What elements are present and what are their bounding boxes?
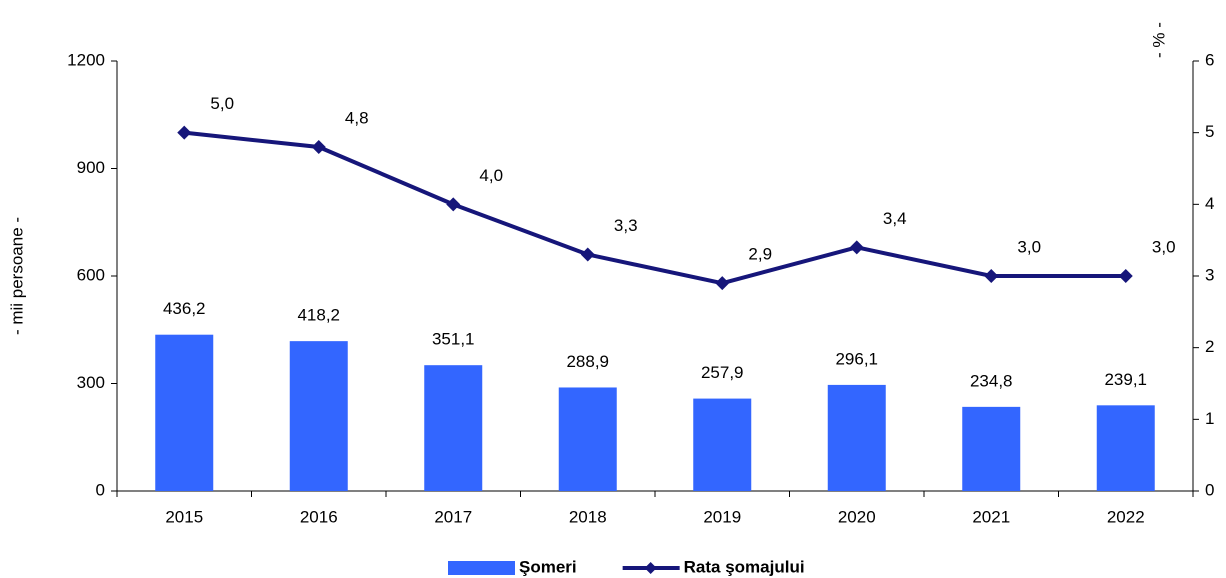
line-value-label: 4,0	[479, 166, 503, 185]
line-marker	[984, 269, 999, 283]
legend-swatch	[448, 561, 515, 575]
line-value-label: 3,3	[614, 216, 638, 235]
line-marker	[849, 240, 864, 255]
y2-tick-label: 2	[1205, 337, 1214, 356]
bar-value-label: 257,9	[701, 363, 744, 382]
y2-tick-label: 6	[1205, 50, 1214, 69]
x-tick-label: 2016	[300, 507, 338, 526]
x-tick-label: 2017	[434, 507, 472, 526]
bar	[1096, 405, 1155, 491]
line-value-label: 4,8	[345, 108, 369, 127]
legend-label: Şomeri	[519, 557, 577, 576]
x-tick-label: 2018	[569, 507, 607, 526]
y2-tick-label: 1	[1205, 409, 1214, 428]
y2-tick-label: 3	[1205, 265, 1214, 284]
bar-value-label: 239,1	[1104, 370, 1147, 389]
y-tick-label: 300	[77, 373, 105, 392]
line-value-label: 3,4	[883, 209, 907, 228]
line-value-label: 3,0	[1152, 237, 1176, 256]
y-tick-label: 900	[77, 158, 105, 177]
x-tick-label: 2020	[838, 507, 876, 526]
bar	[693, 398, 752, 491]
line-marker	[580, 247, 595, 262]
bar	[424, 365, 483, 491]
bar-value-label: 351,1	[432, 330, 475, 349]
y-tick-label: 0	[96, 480, 105, 499]
x-tick-label: 2022	[1107, 507, 1145, 526]
x-tick-label: 2015	[165, 507, 203, 526]
bar	[827, 384, 886, 491]
bar	[962, 406, 1021, 491]
bar-value-label: 296,1	[835, 349, 878, 368]
y2-tick-label: 0	[1205, 480, 1214, 499]
y-tick-label: 1200	[67, 50, 105, 69]
line-marker	[715, 276, 730, 291]
line-marker	[446, 197, 461, 212]
bar-value-label: 234,8	[970, 371, 1013, 390]
y2-tick-label: 4	[1205, 194, 1214, 213]
x-tick-label: 2019	[703, 507, 741, 526]
bar-value-label: 288,9	[566, 352, 609, 371]
y-tick-label: 600	[77, 265, 105, 284]
line-value-label: 3,0	[1017, 237, 1041, 256]
bar	[289, 341, 348, 491]
y-axis-label: - mii persoane -	[7, 217, 26, 335]
y2-tick-label: 5	[1205, 122, 1214, 141]
bar-value-label: 418,2	[297, 306, 340, 325]
line-marker	[177, 125, 192, 140]
bar	[155, 334, 214, 491]
y2-axis-label: - % -	[1149, 22, 1168, 58]
line-marker	[311, 140, 326, 154]
bar	[558, 387, 617, 491]
bar-value-label: 436,2	[163, 299, 206, 318]
line-marker	[1118, 269, 1133, 283]
line-value-label: 2,9	[748, 245, 772, 264]
line-value-label: 5,0	[210, 94, 234, 113]
x-tick-label: 2021	[972, 507, 1010, 526]
legend-marker	[644, 562, 657, 574]
line	[184, 130, 1126, 286]
legend-label: Rata şomajului	[684, 557, 805, 576]
